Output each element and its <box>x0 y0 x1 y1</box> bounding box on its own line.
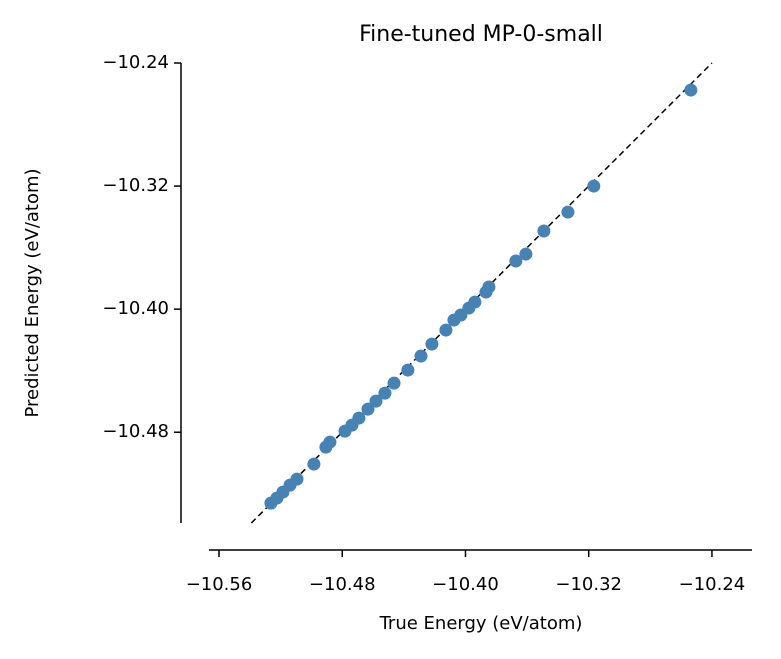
point <box>414 349 428 363</box>
point <box>319 440 333 454</box>
point <box>338 424 352 438</box>
point <box>479 285 493 299</box>
point <box>387 376 401 390</box>
point <box>519 247 533 261</box>
y-tick-label: −10.24 <box>102 52 169 73</box>
point <box>587 179 601 193</box>
y-tick-label: −10.40 <box>102 298 169 319</box>
point <box>264 496 278 510</box>
point <box>684 83 698 97</box>
point <box>439 323 453 337</box>
x-tick-label: −10.32 <box>555 574 622 595</box>
x-tick-label: −10.48 <box>309 574 376 595</box>
x-tick-label: −10.56 <box>186 574 253 595</box>
chart-title: Fine-tuned MP-0-small <box>359 22 603 47</box>
x-tick-label: −10.40 <box>432 574 499 595</box>
x-axis-label: True Energy (eV/atom) <box>379 613 583 634</box>
point <box>509 254 523 268</box>
point <box>537 224 551 238</box>
point <box>447 313 461 327</box>
point <box>401 363 415 377</box>
point <box>369 394 383 408</box>
x-tick-label: −10.24 <box>679 574 746 595</box>
y-tick-label: −10.32 <box>102 175 169 196</box>
point <box>561 205 575 219</box>
point <box>361 402 375 416</box>
point <box>425 337 439 351</box>
point <box>378 386 392 400</box>
point <box>307 457 321 471</box>
y-axis-label: Predicted Energy (eV/atom) <box>22 168 43 417</box>
y-tick-label: −10.48 <box>102 421 169 442</box>
